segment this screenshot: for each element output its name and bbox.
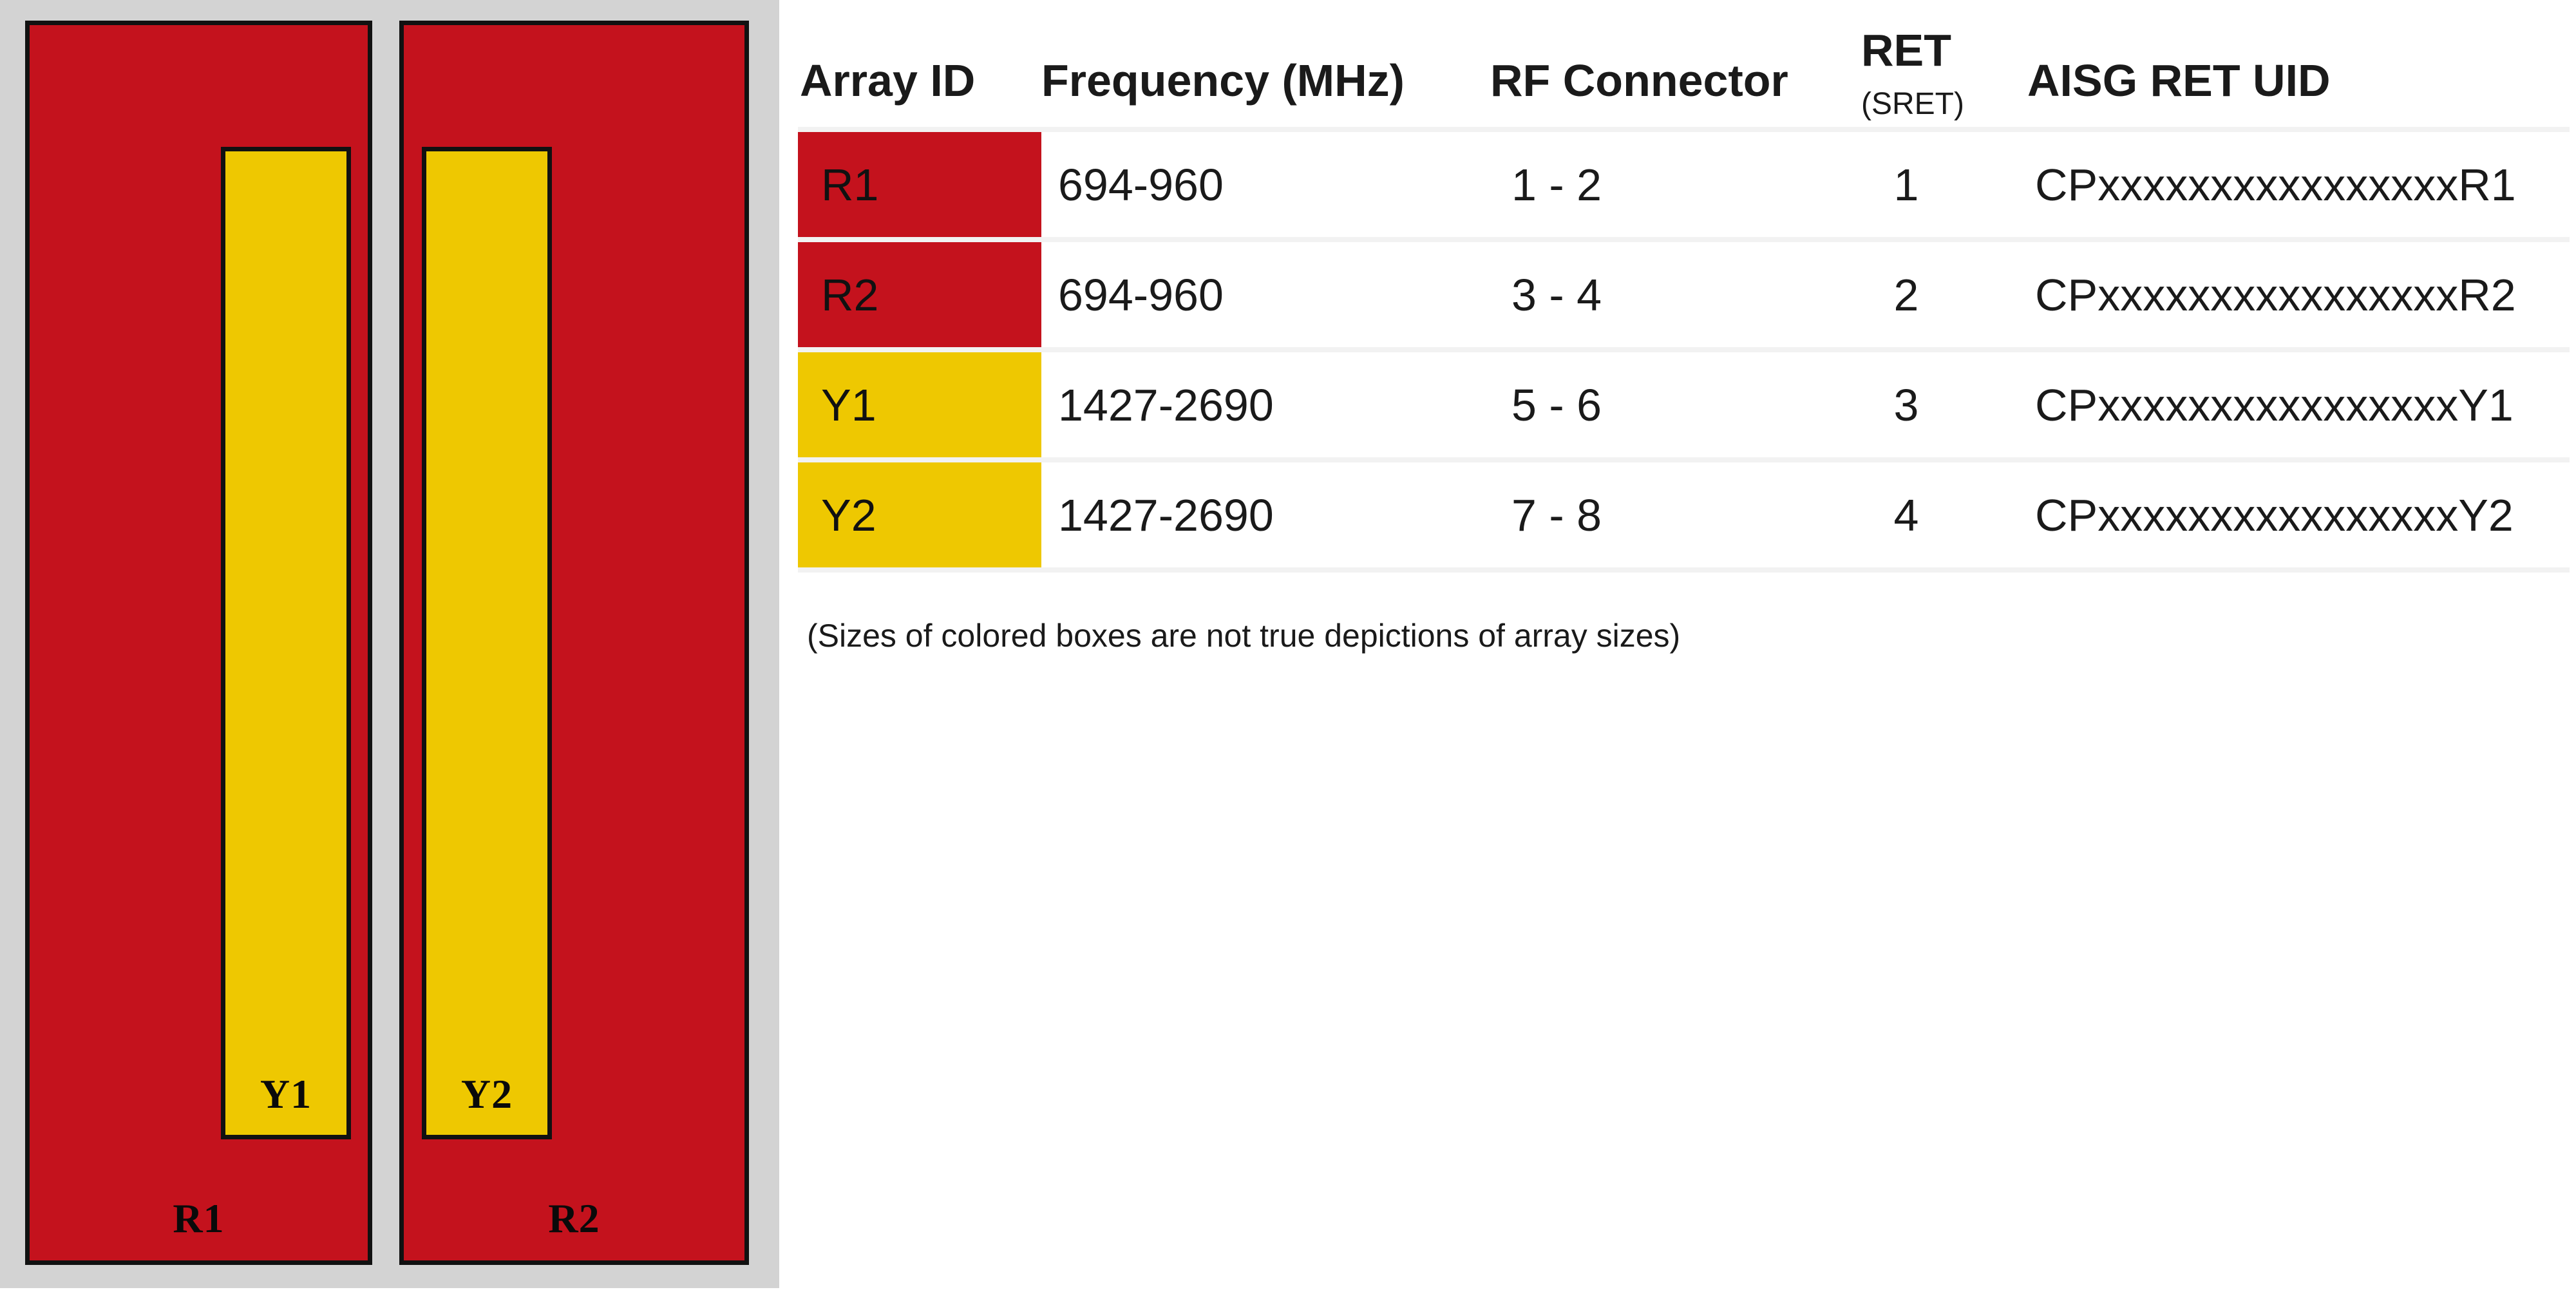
col-header-ret: RET (SRET) [1861,19,1964,127]
cell-aisg-ret-uid: CPxxxxxxxxxxxxxxxxY1 [2035,379,2514,430]
cell-rf-connector: 3 - 4 [1511,269,1602,320]
col-header-rf-connector: RF Connector [1490,55,1788,106]
array-label-y1: Y1 [260,1071,312,1117]
row-separator [798,127,2570,132]
array-label-r2: R2 [548,1195,600,1241]
cell-aisg-ret-uid: CPxxxxxxxxxxxxxxxxR1 [2035,159,2516,210]
cell-array-id: R1 [798,132,1041,237]
antenna-face-panel: Y1 R1 Y2 R2 [0,0,779,1288]
array-box-y1: Y1 [221,147,351,1139]
array-box-r2: Y2 R2 [399,21,749,1265]
cell-rf-connector: 1 - 2 [1511,159,1602,210]
cell-array-id: Y1 [798,352,1041,457]
array-label-y2: Y2 [460,1071,513,1117]
table-row: Y2 1427-2690 7 - 8 4 CPxxxxxxxxxxxxxxxxY… [798,462,2570,567]
row-separator [798,567,2570,573]
table-header-row: Array ID Frequency (MHz) RF Connector RE… [798,19,2570,127]
row-separator [798,347,2570,352]
cell-array-id: Y2 [798,462,1041,567]
cell-frequency: 694-960 [1058,159,1224,210]
cell-rf-connector: 5 - 6 [1511,379,1602,430]
col-header-aisg-ret-uid: AISG RET UID [2027,55,2331,106]
col-header-frequency: Frequency (MHz) [1041,55,1405,106]
row-separator [798,457,2570,462]
cell-frequency: 1427-2690 [1058,379,1274,430]
array-spec-table: Array ID Frequency (MHz) RF Connector RE… [798,19,2570,655]
array-label-r1: R1 [173,1195,225,1241]
col-header-ret-sub: (SRET) [1861,87,1964,121]
note-text: (Sizes of colored boxes are not true dep… [807,618,1681,654]
cell-frequency: 694-960 [1058,269,1224,320]
cell-array-id: R2 [798,242,1041,347]
cell-aisg-ret-uid: CPxxxxxxxxxxxxxxxxY2 [2035,489,2514,540]
row-separator [798,237,2570,242]
cell-rf-connector: 7 - 8 [1511,489,1602,540]
cell-ret: 1 [1893,159,1919,210]
cell-ret: 2 [1893,269,1919,320]
col-header-ret-main: RET [1861,25,1951,75]
array-box-y2: Y2 [422,147,552,1139]
table-row: R2 694-960 3 - 4 2 CPxxxxxxxxxxxxxxxxR2 [798,242,2570,347]
cell-ret: 3 [1893,379,1919,430]
cell-aisg-ret-uid: CPxxxxxxxxxxxxxxxxR2 [2035,269,2516,320]
col-header-array-id: Array ID [800,55,976,106]
table-row: Y1 1427-2690 5 - 6 3 CPxxxxxxxxxxxxxxxxY… [798,352,2570,457]
array-box-r1: Y1 R1 [25,21,372,1265]
cell-ret: 4 [1893,489,1919,540]
cell-frequency: 1427-2690 [1058,489,1274,540]
table-row: R1 694-960 1 - 2 1 CPxxxxxxxxxxxxxxxxR1 [798,132,2570,237]
